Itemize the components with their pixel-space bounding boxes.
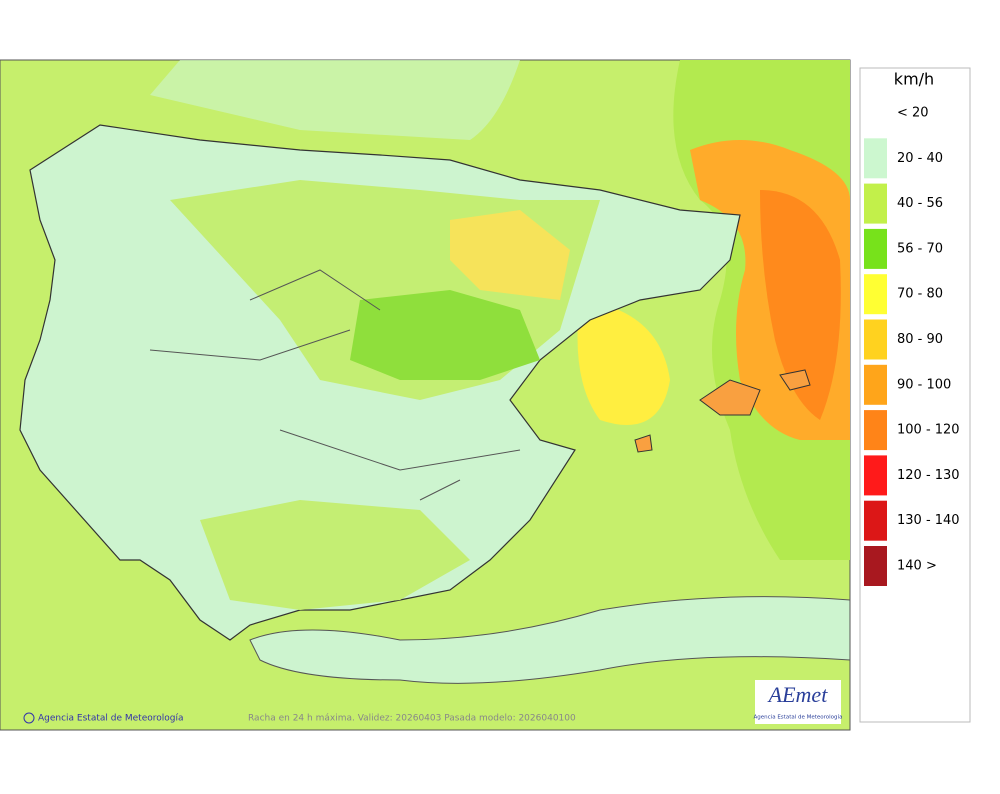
legend-label: 70 - 80 <box>897 287 943 302</box>
borders <box>149 269 521 501</box>
legend-swatch <box>864 500 887 541</box>
wind-zone <box>450 210 570 300</box>
legend-label: 56 - 70 <box>897 241 943 256</box>
legend-swatch <box>864 138 887 179</box>
legend-label: 40 - 56 <box>897 196 943 211</box>
logo-box <box>755 680 841 724</box>
legend-swatch <box>864 93 887 133</box>
wind-zone <box>350 290 540 380</box>
copyright-icon <box>23 712 35 724</box>
legend-swatch <box>864 410 887 451</box>
legend-swatch <box>864 546 887 586</box>
legend-label: 100 - 120 <box>897 423 960 438</box>
legend-swatch <box>864 319 887 360</box>
legend-label: 140 > <box>897 559 937 574</box>
sea-zone <box>150 60 520 140</box>
legend-swatch <box>864 228 887 269</box>
wind-zone <box>760 190 841 420</box>
legend-swatch <box>864 183 887 224</box>
caption: Racha en 24 h máxima. Validez: 20260403 … <box>248 714 576 724</box>
credit: Agencia Estatal de Meteorología <box>38 714 184 724</box>
legend-swatch <box>864 455 887 496</box>
legend-label: 20 - 40 <box>897 151 943 166</box>
wind-zone <box>577 300 670 425</box>
map: Agencia Estatal de Meteorología Racha en… <box>0 59 851 731</box>
africa-coast <box>249 596 851 684</box>
logo: AEmet <box>767 682 829 707</box>
legend-swatch <box>864 274 887 315</box>
wind-zone <box>200 500 470 610</box>
legend-label: 90 - 100 <box>897 377 951 392</box>
legend-label: 80 - 90 <box>897 332 943 347</box>
islands <box>634 369 811 453</box>
legend-label: 120 - 130 <box>897 468 960 483</box>
legend-title: km/h <box>894 70 934 89</box>
legend-label: < 20 <box>897 106 929 121</box>
legend-label: 130 - 140 <box>897 513 960 528</box>
legend-swatch <box>864 364 887 405</box>
logo-subtitle: Agencia Estatal de Meteorología <box>754 714 843 721</box>
legend: km/h < 20 20 - 40 40 - 56 56 - 70 70 - 80 80 … <box>859 67 971 723</box>
